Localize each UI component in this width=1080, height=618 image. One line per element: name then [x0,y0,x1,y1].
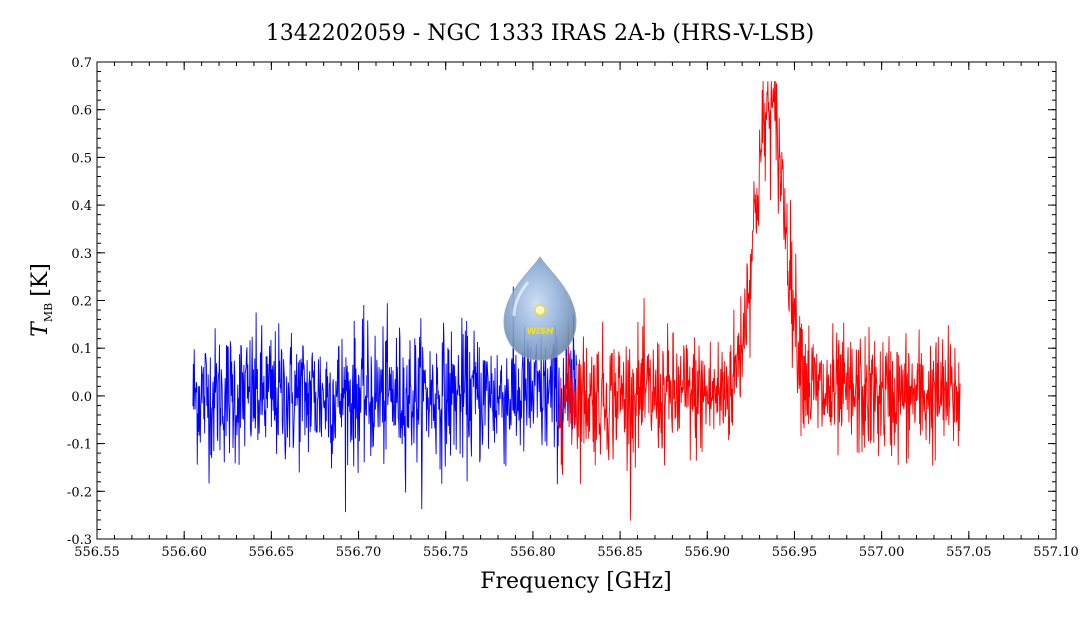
x-tick-label: 556.80 [510,545,556,560]
x-tick-label: 557.00 [859,545,905,560]
y-tick-label: 0.6 [71,104,92,119]
y-axis-label-sub: MB [42,303,55,322]
plot-frame [96,61,1057,540]
series-group [192,81,961,521]
y-tick-label: 0.1 [71,342,92,357]
x-tick-label: 556.95 [772,545,818,560]
star-icon [534,304,546,316]
y-axis-label-unit: [K] [28,263,53,297]
y-tick-label: 0.3 [71,247,92,262]
x-tick-label: 556.75 [423,545,469,560]
y-axis-label: TMB [K] [28,263,55,337]
x-tick-label: 556.60 [161,545,207,560]
logo-text: WISH [526,327,554,337]
y-tick-label: 0.7 [71,56,92,71]
spectrum-series-blue [192,286,577,513]
x-tick-label: 556.70 [336,545,382,560]
x-tick-label: 556.55 [74,545,120,560]
y-tick-label: -0.3 [67,533,92,548]
y-tick-label: 0.0 [71,390,92,405]
x-axis-label: Frequency [GHz] [480,569,672,594]
axis-ticks [96,61,1057,540]
y-tick-label: 0.5 [71,151,92,166]
x-tick-labels: 556.55 556.60 556.65 556.70 556.75 556.80 556.… [74,545,1079,560]
spectrum-series-red [558,81,961,521]
y-tick-labels: -0.3 -0.2 -0.1 0.0 0.1 0.2 0.3 0.4 0.5 0.6 0.7 [67,56,92,548]
y-axis-label-main: T [28,320,53,337]
x-tick-label: 557.10 [1033,545,1079,560]
y-tick-label: 0.4 [71,199,92,214]
y-tick-label: -0.2 [67,485,92,500]
x-tick-label: 557.05 [946,545,992,560]
wish-logo: WISH [503,256,577,361]
y-tick-label: 0.2 [71,295,92,310]
svg-text:TMB[K]: TMB [K] [28,263,55,337]
y-tick-label: -0.1 [67,438,92,453]
x-tick-label: 556.90 [685,545,731,560]
chart-title: 1342202059 - NGC 1333 IRAS 2A-b (HRS-V-L… [266,21,814,46]
x-tick-label: 556.65 [249,545,295,560]
x-tick-label: 556.85 [597,545,643,560]
